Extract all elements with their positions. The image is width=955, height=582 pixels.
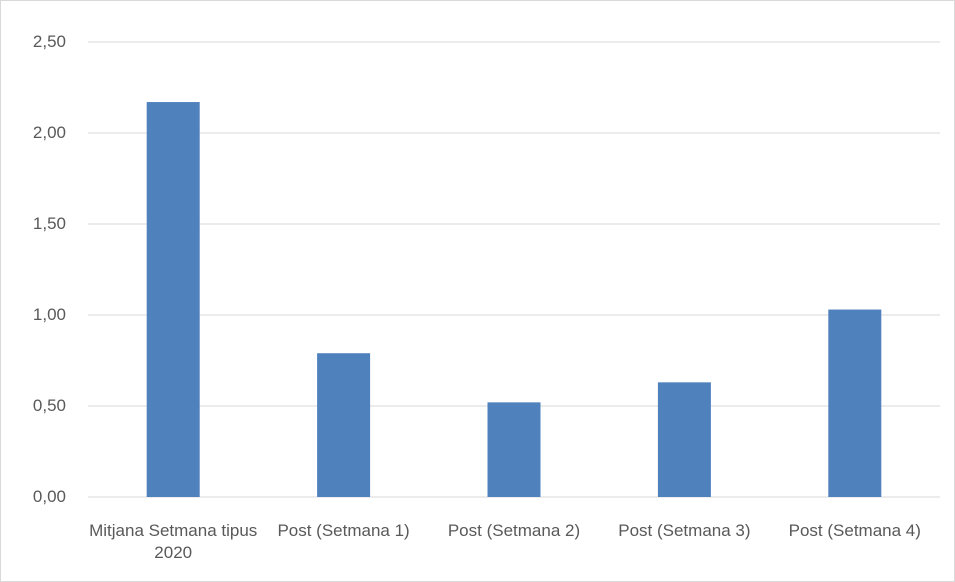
y-tick-label: 2,00 [32,123,66,142]
y-tick-label: 2,50 [32,32,66,51]
bar [487,402,541,497]
bar [317,353,371,497]
bar [828,309,882,497]
y-tick-label: 0,50 [32,396,66,415]
x-tick-label: Post (Setmana 3) [618,521,751,540]
x-tick-label: Post (Setmana 1) [277,521,410,540]
y-tick-label: 1,50 [32,214,66,233]
x-tick-label: Post (Setmana 4) [788,521,921,540]
x-tick-label: Mitjana Setmana tipus 2020 [89,521,258,562]
bar [146,102,200,497]
bar [657,382,711,497]
y-tick-label: 0,00 [32,487,66,506]
y-tick-label: 1,00 [32,305,66,324]
x-tick-label: Post (Setmana 2) [447,521,581,540]
